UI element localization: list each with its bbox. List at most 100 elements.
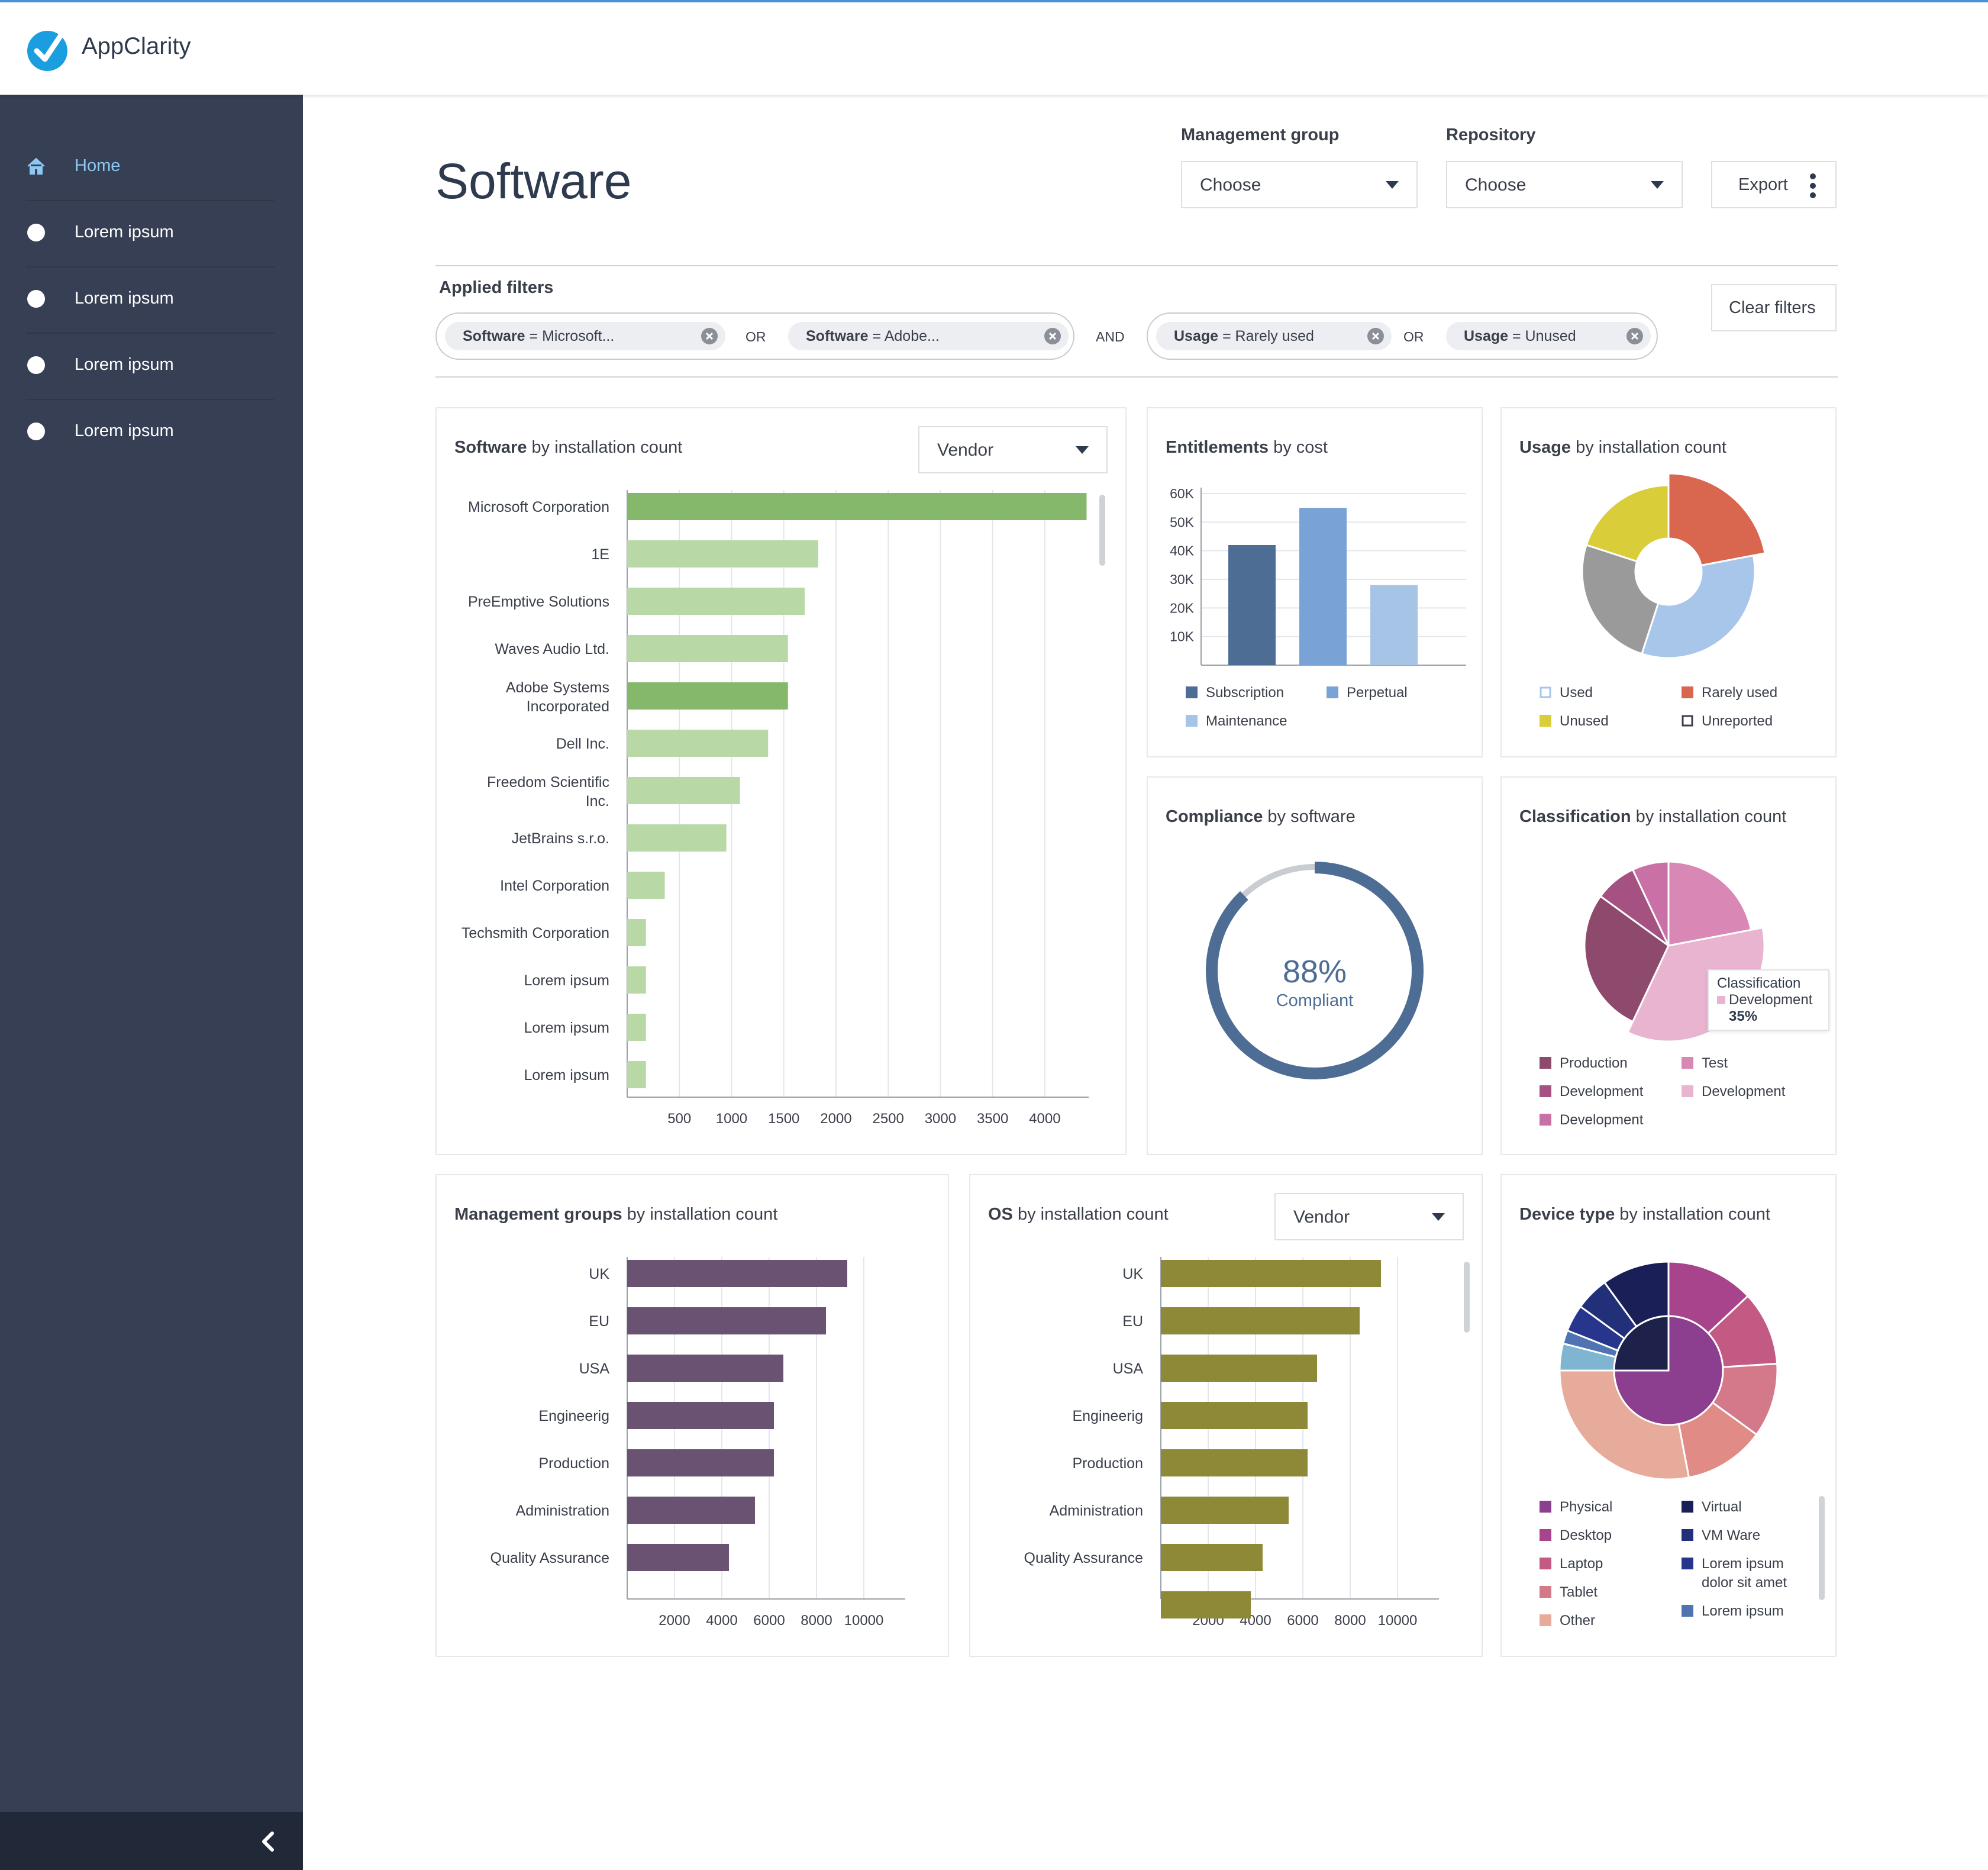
- bar: [1161, 1449, 1308, 1476]
- sidebar-item-lorem-4[interactable]: Lorem ipsum: [26, 400, 275, 466]
- y-tick-label: 1E: [591, 546, 609, 563]
- legend-label: Used: [1560, 685, 1593, 701]
- x-tick-label: 1000: [716, 1111, 747, 1127]
- x-tick-label: 2500: [872, 1111, 903, 1127]
- x-tick-label: 500: [667, 1111, 691, 1127]
- legend-label: Lorem ipsum: [1702, 1556, 1784, 1572]
- filter-chip[interactable]: Usage = Rarely used: [1156, 322, 1392, 350]
- chevron-down-icon: [1386, 181, 1399, 189]
- filter-value: = Rarely used: [1218, 328, 1314, 344]
- y-tick-label: 10K: [1170, 629, 1195, 644]
- management-groups-bar-chart: 2000 4000 6000 8000 10000 UK EU USA Engineerig Pr…: [490, 1257, 905, 1629]
- close-icon[interactable]: [1044, 327, 1061, 345]
- y-tick-label: Engineerig: [1072, 1408, 1143, 1424]
- sidebar-item-lorem-1[interactable]: Lorem ipsum: [26, 201, 275, 267]
- chart-tooltip: Classification Development 35%: [1708, 969, 1829, 1031]
- pie-slice: [1581, 543, 1660, 655]
- tooltip-item: Development: [1717, 992, 1820, 1008]
- vendor-select[interactable]: Vendor: [918, 426, 1108, 473]
- legend-swatch: [1682, 1501, 1693, 1513]
- y-tick-label: Intel Corporation: [500, 878, 609, 894]
- software-chart-card: Software by installation count Vendor 50…: [435, 407, 1127, 1155]
- bar: [1161, 1355, 1317, 1382]
- card-title: Usage by installation count: [1519, 438, 1726, 457]
- legend-label: Other: [1560, 1613, 1595, 1629]
- card-title: Compliance by software: [1166, 807, 1356, 826]
- filter-chip[interactable]: Software = Adobe...: [788, 322, 1069, 350]
- card-title: Software by installation count: [454, 438, 683, 457]
- appclarity-logo-icon[interactable]: [26, 25, 73, 72]
- legend-label: VM Ware: [1702, 1527, 1760, 1543]
- close-icon[interactable]: [1626, 327, 1644, 345]
- legend-swatch: [1540, 715, 1551, 727]
- scrollbar[interactable]: [1464, 1262, 1470, 1333]
- y-tick-label: PreEmptive Solutions: [468, 594, 609, 610]
- x-tick-label: 1500: [768, 1111, 799, 1127]
- device-type-chart-card: Device type by installation count Physic…: [1500, 1174, 1837, 1657]
- compliance-status: Compliant: [1276, 991, 1354, 1010]
- filter-chip[interactable]: Usage = Unused: [1446, 322, 1651, 350]
- more-vertical-icon: [1810, 173, 1816, 198]
- chevron-down-icon: [1076, 446, 1089, 454]
- close-icon[interactable]: [1367, 327, 1384, 345]
- management-group-label: Management group: [1181, 125, 1340, 144]
- chevron-left-icon[interactable]: [254, 1827, 283, 1856]
- classification-pie-chart: Production Test Development Development Deve…: [1540, 860, 1786, 1128]
- y-tick-label: UK: [1122, 1266, 1143, 1282]
- bar: [627, 1449, 774, 1476]
- card-title: OS by installation count: [988, 1205, 1169, 1224]
- y-tick-label: Adobe Systems: [506, 679, 609, 696]
- x-tick-label: 6000: [1287, 1613, 1318, 1629]
- sidebar-item-lorem-2[interactable]: Lorem ipsum: [26, 267, 275, 334]
- export-button[interactable]: Export: [1711, 161, 1837, 208]
- bar: [1161, 1307, 1360, 1334]
- scrollbar[interactable]: [1819, 1496, 1825, 1600]
- bar: [1228, 545, 1276, 665]
- y-tick-label: JetBrains s.r.o.: [512, 830, 609, 847]
- vendor-select[interactable]: Vendor: [1274, 1193, 1464, 1240]
- y-tick-label: Waves Audio Ltd.: [495, 641, 609, 657]
- tooltip-title: Classification: [1717, 975, 1801, 991]
- legend-label: Unreported: [1702, 713, 1773, 729]
- top-bar: AppClarity: [0, 0, 1988, 95]
- bar: [627, 1402, 774, 1429]
- repository-value: Choose: [1465, 175, 1526, 195]
- bar: [627, 1061, 646, 1088]
- divider: [435, 376, 1838, 378]
- y-tick-label: Incorporated: [527, 698, 609, 715]
- filter-key: Usage: [1174, 328, 1219, 344]
- sidebar-item-lorem-3[interactable]: Lorem ipsum: [26, 334, 275, 400]
- dot-icon: [27, 290, 45, 308]
- legend-label: Physical: [1560, 1499, 1612, 1515]
- sidebar-item-home[interactable]: Home: [26, 135, 275, 201]
- filter-chip[interactable]: Software = Microsoft...: [445, 322, 725, 350]
- x-tick-label: 10000: [844, 1613, 884, 1629]
- legend-swatch: [1682, 1605, 1693, 1617]
- card-title: Classification by installation count: [1519, 807, 1787, 826]
- x-tick-label: 4000: [706, 1613, 737, 1629]
- clear-filters-button[interactable]: Clear filters: [1711, 284, 1837, 331]
- bar: [627, 1355, 783, 1382]
- legend-swatch: [1717, 996, 1725, 1004]
- management-group-select[interactable]: Choose: [1181, 161, 1418, 208]
- bar: [1370, 585, 1418, 665]
- or-operator: OR: [746, 329, 766, 344]
- close-icon[interactable]: [701, 327, 718, 345]
- legend-label: Laptop: [1560, 1556, 1603, 1572]
- scrollbar[interactable]: [1099, 495, 1105, 566]
- bar: [627, 777, 740, 804]
- legend-swatch: [1540, 1586, 1551, 1598]
- and-operator: AND: [1096, 329, 1125, 344]
- compliance-donut-chart: 88% Compliant: [1206, 862, 1424, 1079]
- legend-swatch: [1682, 1085, 1693, 1097]
- legend-swatch: [1682, 686, 1693, 698]
- y-tick-label: Freedom Scientific: [487, 774, 609, 791]
- entitlements-chart-card: Entitlements by cost 10K 20K 30K 40K 50K 60K S…: [1147, 407, 1483, 757]
- repository-select[interactable]: Choose: [1446, 161, 1683, 208]
- pie-slice: [1640, 554, 1756, 659]
- y-tick-label: Engineerig: [538, 1408, 609, 1424]
- pie-slice: [1585, 484, 1670, 563]
- chevron-down-icon: [1651, 181, 1664, 189]
- legend-swatch: [1540, 1085, 1551, 1097]
- x-tick-label: 3500: [977, 1111, 1008, 1127]
